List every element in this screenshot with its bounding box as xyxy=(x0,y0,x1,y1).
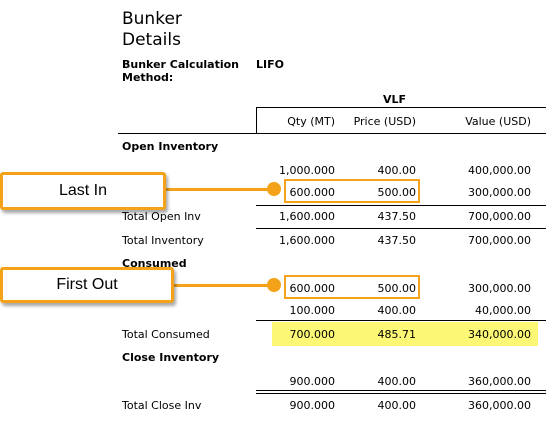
qty-cell: 600.000 xyxy=(289,282,336,295)
close-inv-double-line-bottom xyxy=(256,393,546,394)
page-title-line2: Details xyxy=(122,30,181,50)
method-label-line2: Method: xyxy=(122,71,174,84)
first-out-highlight-box xyxy=(284,275,420,299)
value-cell: 340,000.00 xyxy=(468,328,531,341)
qty-cell: 1,600.000 xyxy=(279,234,335,247)
close-inv-double-line-top xyxy=(256,390,546,391)
qty-cell: 600.000 xyxy=(289,186,336,199)
first-out-callout-label: First Out xyxy=(56,276,118,293)
section-heading-consumed: Consumed xyxy=(122,257,187,270)
value-cell: 360,000.00 xyxy=(468,375,531,388)
qty-cell: 1,600.000 xyxy=(279,210,335,223)
consumed-subtotal-line xyxy=(256,320,546,321)
last-in-highlight-box xyxy=(284,179,420,203)
grade-header: VLF xyxy=(383,93,407,106)
value-cell: 300,000.00 xyxy=(468,186,531,199)
price-cell: 400.00 xyxy=(377,375,417,388)
first-out-connector xyxy=(170,284,278,287)
value-cell: 700,000.00 xyxy=(468,234,531,247)
total-consumed-highlight xyxy=(272,322,538,346)
total-inventory-label: Total Inventory xyxy=(122,234,204,247)
price-cell: 437.50 xyxy=(377,210,417,223)
value-cell: 400,000.00 xyxy=(468,164,531,177)
column-header-price: Price (USD) xyxy=(353,115,416,128)
last-in-connector-dot xyxy=(267,182,281,196)
price-cell: 485.71 xyxy=(377,328,417,341)
total-inventory-line xyxy=(256,228,546,229)
column-header-qty: Qty (MT) xyxy=(287,115,335,128)
last-in-connector xyxy=(160,188,278,191)
total-consumed-label: Total Consumed xyxy=(122,328,210,341)
qty-cell: 700.000 xyxy=(289,328,336,341)
total-close-inv-label: Total Close Inv xyxy=(122,399,202,412)
last-in-callout-label: Last In xyxy=(58,182,108,199)
price-cell: 400.00 xyxy=(377,399,417,412)
price-cell: 400.00 xyxy=(377,164,417,177)
method-label-line1: Bunker Calculation xyxy=(122,58,240,71)
qty-cell: 900.000 xyxy=(289,399,336,412)
value-cell: 700,000.00 xyxy=(468,210,531,223)
section-heading-close-inventory: Close Inventory xyxy=(122,351,220,364)
total-open-inv-label: Total Open Inv xyxy=(122,210,201,223)
qty-cell: 100.000 xyxy=(289,304,336,317)
open-inv-subtotal-line xyxy=(256,205,546,206)
price-cell: 500.00 xyxy=(377,282,417,295)
column-header-value: Value (USD) xyxy=(465,115,531,128)
price-cell: 437.50 xyxy=(377,234,417,247)
grade-underline xyxy=(256,107,546,108)
section-heading-open-inventory: Open Inventory xyxy=(122,140,219,153)
price-cell: 500.00 xyxy=(377,186,417,199)
value-cell: 360,000.00 xyxy=(468,399,531,412)
method-value: LIFO xyxy=(256,58,284,71)
page-title-line1: Bunker xyxy=(122,9,182,29)
qty-cell: 1,000.000 xyxy=(279,164,335,177)
first-out-connector-dot xyxy=(267,278,281,292)
first-out-callout: First Out xyxy=(0,267,174,303)
price-cell: 400.00 xyxy=(377,304,417,317)
header-bottom-line xyxy=(118,133,546,134)
value-cell: 40,000.00 xyxy=(475,304,531,317)
value-cell: 300,000.00 xyxy=(468,282,531,295)
last-in-callout: Last In xyxy=(0,172,166,210)
header-left-line xyxy=(256,107,257,133)
qty-cell: 900.000 xyxy=(289,375,336,388)
